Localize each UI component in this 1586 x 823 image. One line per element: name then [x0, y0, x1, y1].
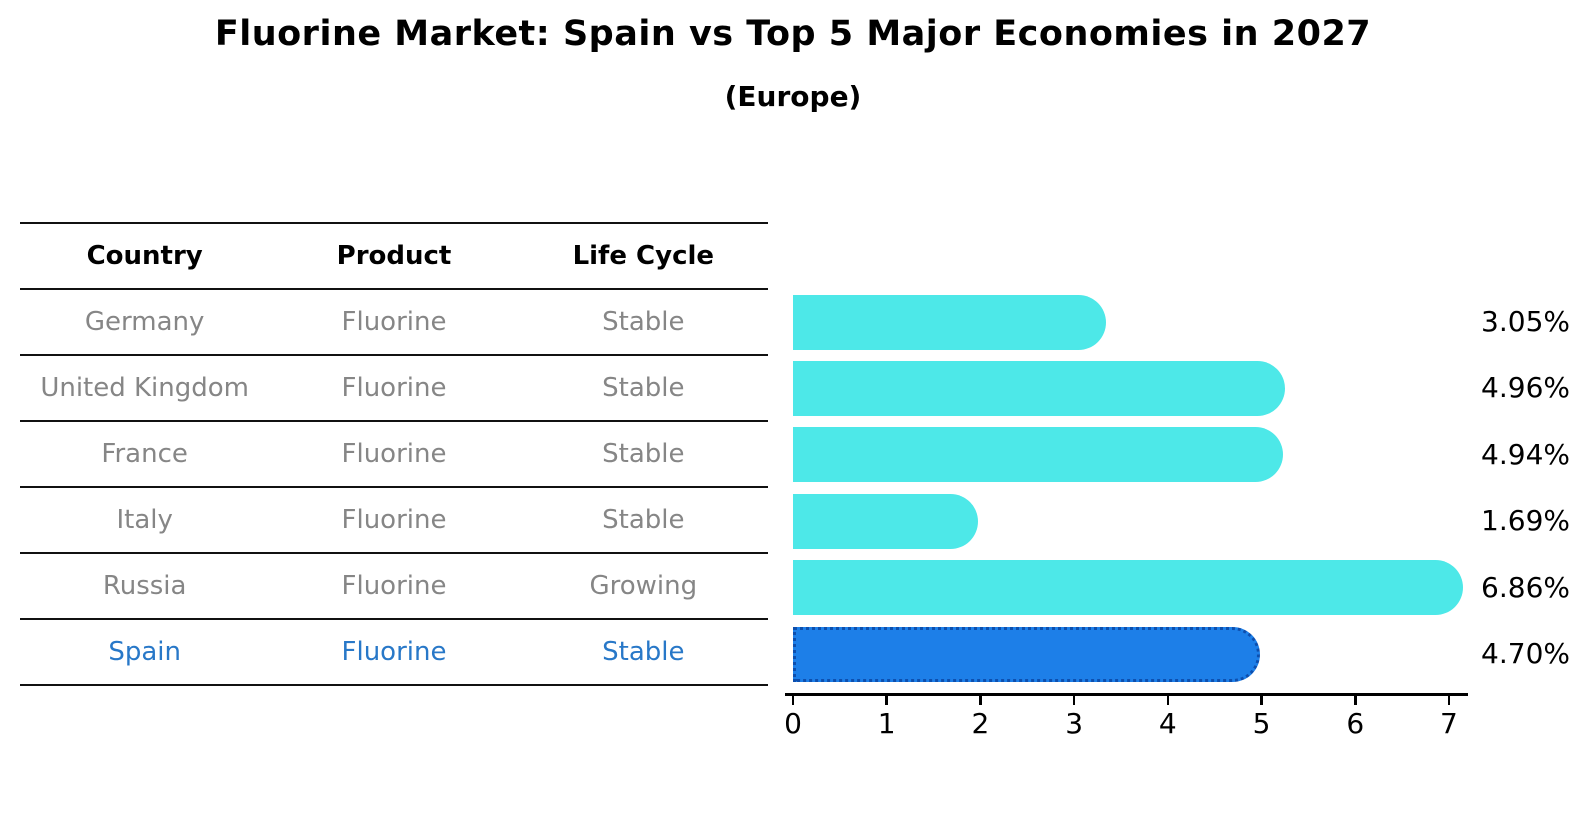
cell-lifecycle: Stable — [602, 637, 685, 667]
bar-value-label: 3.05% — [1481, 305, 1570, 338]
x-tick — [1260, 696, 1263, 705]
cell-product: Fluorine — [341, 637, 447, 667]
cell-lifecycle: Stable — [602, 439, 685, 469]
cell-country: Russia — [102, 571, 187, 601]
bar-russia — [793, 560, 1463, 616]
country-table: Country Product Life Cycle Germany Fluor… — [20, 222, 768, 686]
cell-country: Italy — [116, 505, 173, 535]
x-tick-label: 7 — [1440, 707, 1458, 740]
column-header-country: Country — [86, 241, 203, 271]
x-tick-label: 3 — [1065, 707, 1084, 740]
cell-country: Germany — [84, 307, 205, 337]
cell-product: Fluorine — [341, 307, 447, 337]
cell-product: Fluorine — [341, 505, 447, 535]
cell-product: Fluorine — [341, 373, 447, 403]
column-header-lifecycle: Life Cycle — [572, 241, 715, 271]
x-tick — [885, 696, 888, 705]
table-row: United Kingdom Fluorine Stable — [20, 356, 768, 422]
column-header-product: Product — [336, 241, 452, 271]
x-tick — [1166, 696, 1170, 705]
cell-lifecycle: Growing — [589, 571, 698, 601]
x-tick-label: 6 — [1346, 707, 1365, 740]
bar-value-label: 4.94% — [1481, 437, 1570, 471]
chart-subtitle: (Europe) — [724, 80, 862, 113]
bar-value-label: 4.96% — [1481, 371, 1570, 405]
table-row: France Fluorine Stable — [20, 422, 768, 488]
x-tick — [791, 696, 795, 705]
table-row: Italy Fluorine Stable — [20, 488, 768, 554]
bar-spain — [793, 626, 1261, 682]
cell-country: France — [101, 439, 188, 469]
table-row: Spain Fluorine Stable — [20, 620, 768, 686]
x-tick-label: 5 — [1252, 707, 1271, 740]
x-tick-label: 1 — [877, 707, 896, 740]
cell-lifecycle: Stable — [602, 505, 685, 535]
bar-value-label: 4.70% — [1481, 637, 1570, 671]
chart-title: Fluorine Market: Spain vs Top 5 Major Ec… — [214, 14, 1372, 54]
table-header-row: Country Product Life Cycle — [20, 224, 768, 290]
bar-germany — [793, 294, 1106, 350]
bar-value-label: 6.86% — [1481, 570, 1570, 604]
table-row: Germany Fluorine Stable — [20, 290, 768, 356]
x-tick — [1072, 696, 1076, 705]
x-tick — [1447, 696, 1451, 705]
x-tick-label: 0 — [784, 707, 802, 740]
bar-united-kingdom — [793, 360, 1285, 416]
cell-country: United Kingdom — [40, 373, 249, 403]
bar-value-label: 1.69% — [1481, 504, 1570, 538]
cell-product: Fluorine — [341, 571, 447, 601]
cell-country: Spain — [108, 637, 181, 667]
cell-lifecycle: Stable — [602, 307, 685, 337]
cell-product: Fluorine — [341, 439, 447, 469]
table-row: Russia Fluorine Growing — [20, 554, 768, 620]
x-tick-label: 4 — [1158, 707, 1177, 740]
bar-france — [793, 427, 1283, 483]
x-tick — [979, 696, 982, 705]
x-axis-line — [785, 693, 1468, 696]
bar-italy — [793, 493, 979, 549]
x-tick — [1354, 696, 1357, 705]
table-body: Germany Fluorine Stable United Kingdom F… — [20, 290, 768, 686]
x-tick-label: 2 — [971, 707, 990, 740]
cell-lifecycle: Stable — [602, 373, 685, 403]
